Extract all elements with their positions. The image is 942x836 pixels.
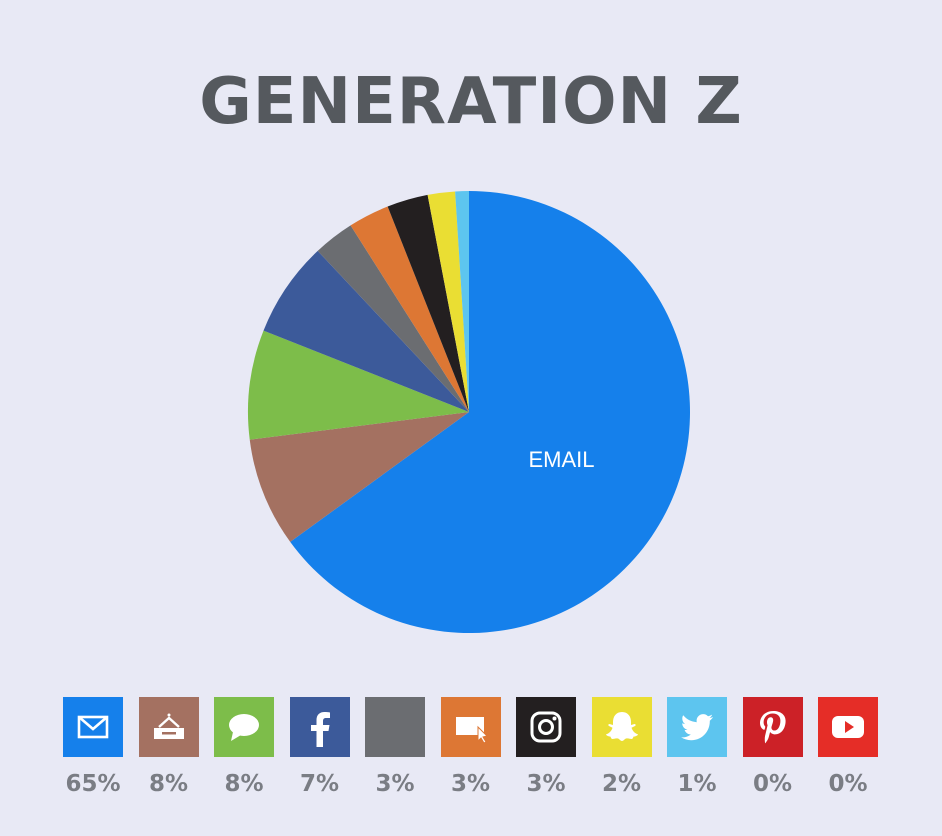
facebook-icon <box>289 697 350 757</box>
chat-bubble-icon <box>214 697 274 757</box>
legend-item: 3% <box>516 697 576 799</box>
legend-percent: 3% <box>375 771 415 797</box>
legend-percent: 7% <box>299 771 340 797</box>
pie-slice-0 <box>290 191 691 633</box>
web-click-icon <box>440 697 501 757</box>
legend-percent: 3% <box>450 771 491 797</box>
pie-slice-4 <box>317 225 469 412</box>
blank-square-icon <box>365 697 425 757</box>
legend: 65% 8% 8% 7% 3% 3% 3% 2% 1% 0% 0% <box>63 697 878 799</box>
pie-slice-3 <box>263 250 469 412</box>
legend-percent: 3% <box>526 771 566 797</box>
email-icon <box>63 697 123 757</box>
legend-percent: 65% <box>65 771 121 797</box>
pie-slice-6 <box>387 194 469 412</box>
legend-percent: 8% <box>148 771 189 797</box>
legend-item: 3% <box>440 697 501 799</box>
legend-item: 65% <box>63 697 123 799</box>
pie-slice-8 <box>455 191 469 412</box>
legend-item: 8% <box>138 697 199 799</box>
pie-slice-label: EMAIL <box>528 447 594 472</box>
pie-slice-2 <box>247 330 469 440</box>
legend-percent: 1% <box>677 771 717 797</box>
pie-slice-5 <box>350 206 469 412</box>
legend-item: 0% <box>742 697 803 799</box>
legend-percent: 2% <box>601 771 642 797</box>
snapchat-icon <box>591 697 652 757</box>
tray-icon <box>138 697 199 757</box>
legend-item: 1% <box>667 697 727 799</box>
pie-slice-1 <box>249 412 469 542</box>
pie-slice-7 <box>427 191 469 412</box>
twitter-icon <box>667 697 727 757</box>
pinterest-icon <box>742 697 803 757</box>
legend-percent: 8% <box>224 771 264 797</box>
instagram-icon <box>516 697 576 757</box>
legend-percent: 0% <box>828 771 868 797</box>
chart-title: GENERATION Z <box>199 65 743 139</box>
legend-item: 2% <box>591 697 652 799</box>
legend-item: 8% <box>214 697 274 799</box>
legend-percent: 0% <box>752 771 793 797</box>
legend-item: 0% <box>818 697 878 799</box>
youtube-icon <box>818 697 878 757</box>
legend-item: 7% <box>289 697 350 799</box>
legend-item: 3% <box>365 697 425 799</box>
